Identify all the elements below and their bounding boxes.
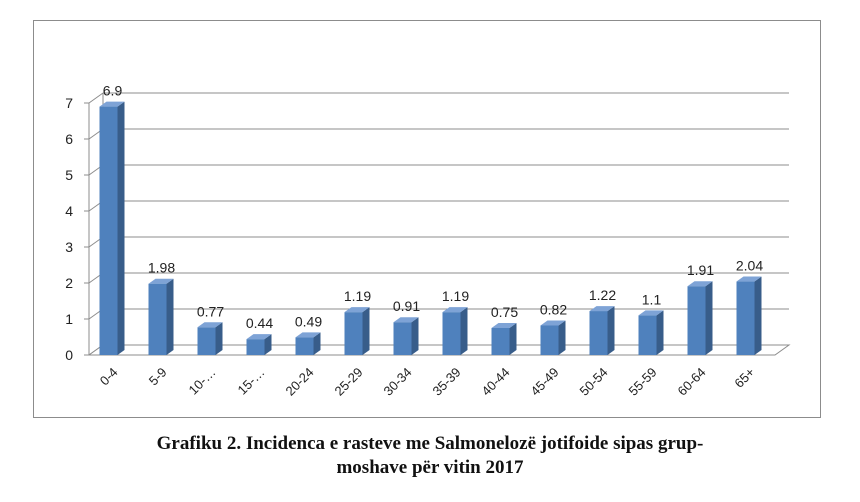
x-tick-label: 65+ [731,365,757,391]
x-tick-label: 30-34 [381,365,415,399]
y-tick-label: 7 [65,95,73,111]
y-tick-label: 6 [65,131,73,147]
bar [393,322,412,355]
bar [589,311,608,355]
bar-side [313,332,321,355]
x-tick-label: 20-24 [283,365,317,399]
data-label: 1.91 [687,262,714,278]
x-tick-label: 50-54 [577,365,611,399]
data-label: 0.91 [393,298,420,314]
y-tick-label: 5 [65,167,73,183]
x-tick-label: 40-44 [479,365,513,399]
bar-side [754,276,762,355]
bar [687,286,706,355]
bar-side [264,334,272,355]
y-tick-label: 3 [65,239,73,255]
chart-frame: 0 1 2 3 4 5 6 7 6.9 0-4 1.98 5-9 0.77 10-… 0.44 15-… 0.4… [33,20,821,418]
data-label: 1.98 [148,260,175,276]
bar [197,327,216,355]
bar-top [197,322,223,328]
data-label: 0.49 [295,313,322,329]
bar-side [411,317,419,355]
figure-caption: Grafiku 2. Incidenca e rasteve me Salmon… [0,432,860,480]
bar-top [638,310,664,316]
x-tick-label: 35-39 [430,365,464,399]
bar [99,106,118,355]
data-label: 2.04 [736,258,763,274]
bar-top [246,334,272,340]
x-tick-label: 0-4 [97,365,121,389]
bar [736,281,755,355]
x-tick-label: 5-9 [146,365,170,389]
bar-top [736,276,762,282]
data-label: 0.75 [491,304,518,320]
bar-top [442,307,468,313]
x-tick-label: 15-… [235,365,268,398]
data-label: 0.77 [197,303,224,319]
bar-side [607,306,615,355]
bar [246,339,265,355]
y-tick-label: 0 [65,347,73,363]
y-tick-label: 1 [65,311,73,327]
bar-side [215,322,223,355]
bar [295,337,314,355]
data-label: 1.19 [442,288,469,304]
x-tick-label: 10-… [186,365,219,398]
bar-top [491,323,517,328]
bar [442,312,461,355]
bar [148,283,167,355]
bar-side [509,323,517,355]
bar-top [344,307,370,313]
bar-side [117,101,125,355]
bar-top [687,281,713,287]
data-label: 0.44 [246,315,273,331]
caption-line-2: moshave për vitin 2017 [336,457,524,478]
bar [540,325,559,355]
bar-side [362,307,370,355]
bar-side [460,307,468,355]
bar-top [393,317,419,323]
caption-line-1: Grafiku 2. Incidenca e rasteve me Salmon… [156,433,704,454]
bar-top [99,101,125,107]
data-label: 1.22 [589,287,616,303]
bar-top [148,278,174,284]
chart-floor [87,344,791,356]
bar-side [558,320,566,355]
x-tick-label: 60-64 [675,365,709,399]
bar-side [166,278,174,355]
x-tick-label: 55-59 [626,365,660,399]
data-label: 1.1 [642,291,662,307]
data-label: 6.9 [103,83,123,99]
bar-top [295,332,321,338]
bar-top [589,306,615,312]
bar-side [705,281,713,355]
bar-chart: 0 1 2 3 4 5 6 7 6.9 0-4 1.98 5-9 0.77 10-… 0.44 15-… 0.4… [65,83,791,399]
data-label: 0.82 [540,301,567,317]
bar-side [656,310,664,355]
bar [638,315,657,355]
y-tick-label: 4 [65,203,73,219]
data-label: 1.19 [344,288,371,304]
x-tick-label: 25-29 [332,365,366,399]
bar-top [540,320,566,326]
gridline-side [88,92,104,104]
y-tick-label: 2 [65,275,73,291]
x-tick-label: 45-49 [528,365,562,399]
bar [491,328,510,355]
bar [344,312,363,355]
